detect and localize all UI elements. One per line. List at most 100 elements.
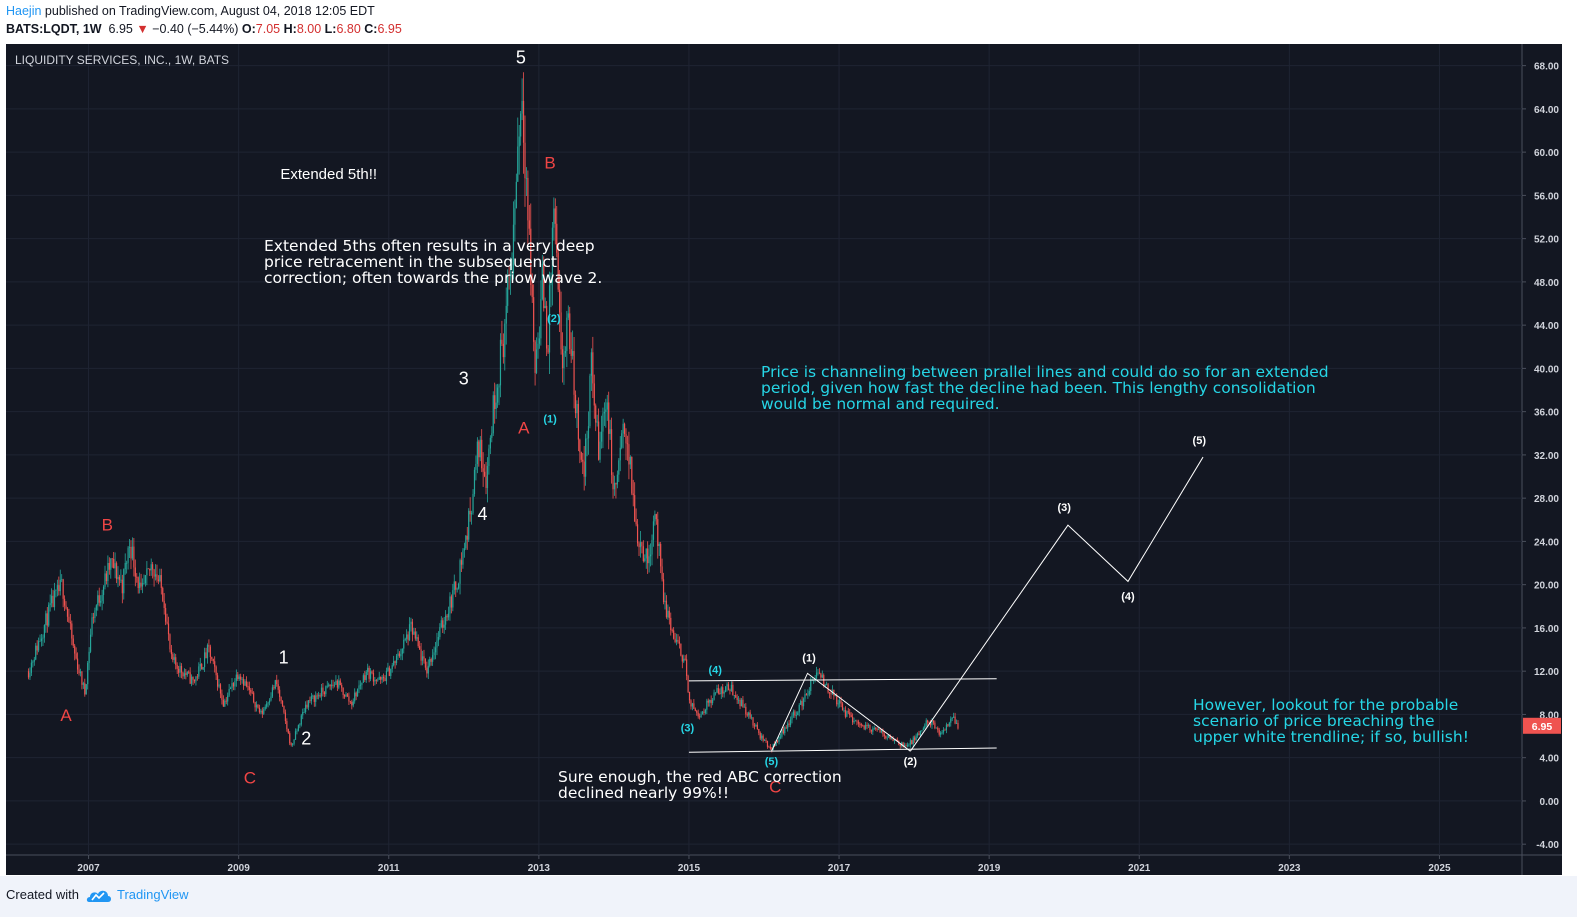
candle-body	[797, 712, 799, 716]
candle-body	[267, 702, 269, 704]
candle-body	[466, 535, 468, 540]
candle-body	[361, 682, 363, 685]
candle-body	[674, 638, 676, 642]
candle-body	[720, 687, 722, 694]
time-tick-label: 2013	[528, 863, 551, 874]
candle-body	[639, 542, 642, 548]
candle-body	[775, 740, 777, 746]
candle-body	[320, 687, 323, 697]
candle-body	[315, 695, 317, 702]
candle-body	[548, 285, 551, 353]
candle-body	[547, 348, 549, 353]
candle-body	[212, 658, 214, 662]
candle-body	[752, 717, 754, 726]
candle-body	[929, 723, 932, 726]
candle-body	[925, 720, 927, 726]
candle-body	[227, 695, 229, 702]
candle-body	[400, 653, 402, 657]
candle-body	[746, 714, 748, 716]
candle-body	[693, 703, 695, 709]
candle-body	[312, 695, 314, 697]
low-label: L:	[324, 22, 337, 36]
candle-body	[446, 615, 448, 618]
candle-body	[807, 694, 809, 696]
tradingview-link[interactable]: TradingView	[117, 887, 189, 902]
candle-body	[883, 734, 885, 737]
candle-body	[326, 685, 328, 687]
candle-body	[950, 718, 952, 723]
candle-body	[33, 659, 35, 662]
candle-body	[411, 621, 414, 635]
candle-body	[909, 740, 911, 745]
candle-body	[800, 700, 802, 705]
author-link[interactable]: Haejin	[6, 4, 42, 18]
candle-body	[707, 700, 709, 703]
time-tick-label: 2007	[77, 863, 100, 874]
candle-body	[494, 395, 496, 409]
candle-body	[937, 727, 939, 730]
tradingview-cloud-icon[interactable]	[86, 886, 112, 904]
candle-body	[113, 558, 115, 569]
candle-body	[146, 568, 148, 576]
candle-body	[127, 547, 129, 563]
candle-body	[882, 730, 884, 735]
candle-body	[903, 745, 906, 747]
chart-area[interactable]: -4.00 0.00 4.00 8.00 12.00 16.00 20.00 24.00 28.…	[6, 44, 1562, 875]
candle-body	[872, 728, 874, 732]
candle-body	[339, 680, 341, 686]
candle-body	[762, 735, 764, 741]
price-tick-label: 60.00	[1534, 148, 1559, 159]
wave-label: (2)	[547, 313, 561, 325]
candle-body	[289, 733, 291, 744]
candle-body	[423, 656, 425, 659]
wave-label: 2	[301, 729, 311, 749]
candle-body	[393, 661, 395, 666]
candle-body	[496, 387, 499, 403]
candle-body	[261, 710, 263, 714]
time-axis-ticks: 2007 2009 2011 2013 2015 2017 2019 2021 2023 2025	[77, 855, 1451, 874]
price-tick-label: 44.00	[1534, 321, 1559, 332]
candle-body	[953, 716, 955, 718]
candle-body	[66, 608, 69, 617]
candle-body	[942, 729, 945, 733]
candle-body	[84, 683, 86, 695]
candle-body	[863, 725, 865, 729]
candle-body	[48, 604, 50, 626]
candle-body	[79, 671, 82, 674]
candle-body	[191, 676, 193, 684]
candle-body	[758, 728, 760, 733]
candle-body	[250, 689, 252, 693]
candle-body	[649, 554, 652, 557]
candle-body	[821, 675, 823, 678]
candle-body	[277, 684, 279, 690]
candle-body	[56, 585, 58, 590]
candle-body	[716, 688, 718, 693]
price-chart[interactable]: -4.00 0.00 4.00 8.00 12.00 16.00 20.00 24.00 28.…	[6, 44, 1562, 875]
candle-body	[507, 274, 509, 306]
candle-body	[45, 613, 47, 626]
candle-body	[748, 712, 750, 716]
candle-body	[388, 667, 390, 676]
candle-body	[313, 695, 315, 702]
candle-body	[818, 672, 821, 674]
candle-body	[592, 352, 594, 384]
candle-body	[836, 695, 838, 705]
projection-path-line	[909, 456, 1204, 752]
candle-body	[508, 274, 510, 276]
candle-body	[697, 712, 699, 717]
candle-body	[306, 704, 308, 708]
candle-body	[434, 647, 437, 653]
candle-body	[906, 745, 909, 747]
candle-body	[850, 715, 852, 717]
candle-body	[612, 474, 614, 490]
candle-body	[522, 100, 525, 143]
candle-body	[756, 724, 758, 729]
candle-body	[514, 208, 516, 225]
candle-body	[443, 624, 445, 628]
candle-body	[570, 349, 572, 356]
candle-body	[885, 736, 887, 739]
candle-body	[352, 701, 354, 706]
wave-label: (1)	[802, 652, 816, 664]
candle-body	[934, 722, 936, 729]
candle-body	[182, 672, 184, 677]
